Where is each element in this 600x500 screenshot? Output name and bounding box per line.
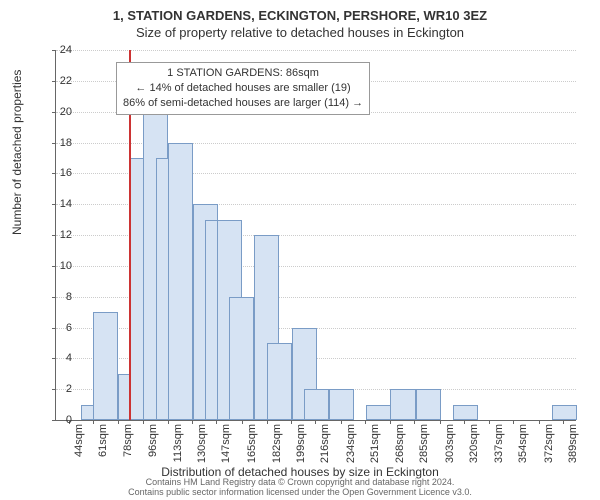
plot-area: 44sqm61sqm78sqm96sqm113sqm130sqm147sqm16… [55,50,576,421]
x-tick-label: 337sqm [493,424,505,463]
annotation-box: 1 STATION GARDENS: 86sqm← 14% of detache… [116,62,370,115]
x-tick-mark [440,420,441,424]
histogram-bar [93,312,118,420]
y-tick-label: 24 [42,44,72,56]
x-tick-mark [513,420,514,424]
y-gridline [56,143,576,144]
y-axis-title: Number of detached properties [10,70,24,235]
x-tick-label: 78sqm [122,424,134,457]
x-tick-label: 182sqm [271,424,283,463]
histogram-bar [416,389,441,420]
histogram-bar [366,405,391,420]
x-tick-label: 389sqm [567,424,579,463]
x-tick-label: 44sqm [73,424,85,457]
y-tick-label: 18 [42,137,72,149]
x-tick-mark [390,420,391,424]
x-tick-mark [563,420,564,424]
histogram-bar [390,389,415,420]
x-tick-mark [216,420,217,424]
footer-attribution: Contains HM Land Registry data © Crown c… [0,478,600,498]
y-tick-label: 8 [42,291,72,303]
x-tick-mark [341,420,342,424]
y-tick-label: 12 [42,229,72,241]
x-tick-label: 372sqm [543,424,555,463]
annotation-line1: 1 STATION GARDENS: 86sqm [123,66,363,81]
y-tick-label: 4 [42,352,72,364]
y-tick-label: 6 [42,322,72,334]
histogram-bar [329,389,354,420]
x-tick-mark [143,420,144,424]
x-tick-label: 303sqm [444,424,456,463]
histogram-bar [168,143,193,421]
x-tick-mark [489,420,490,424]
x-tick-label: 216sqm [319,424,331,463]
x-tick-label: 320sqm [468,424,480,463]
y-tick-label: 16 [42,167,72,179]
histogram-bar [453,405,478,420]
y-gridline [56,50,576,51]
histogram-bar [304,389,329,420]
x-tick-label: 354sqm [517,424,529,463]
x-tick-label: 113sqm [172,424,184,462]
annotation-line2: ← 14% of detached houses are smaller (19… [123,81,363,96]
y-tick-label: 0 [42,414,72,426]
x-tick-mark [93,420,94,424]
x-tick-label: 165sqm [246,424,258,463]
x-tick-mark [291,420,292,424]
x-tick-mark [414,420,415,424]
x-tick-mark [168,420,169,424]
x-tick-label: 251sqm [369,424,381,463]
x-tick-label: 130sqm [196,424,208,463]
x-tick-label: 234sqm [345,424,357,463]
histogram-bar [229,297,254,420]
x-tick-mark [118,420,119,424]
chart-title-subtitle: Size of property relative to detached ho… [0,23,600,40]
x-tick-mark [539,420,540,424]
footer-line2: Contains public sector information licen… [0,488,600,498]
x-tick-label: 285sqm [418,424,430,463]
chart-area: 44sqm61sqm78sqm96sqm113sqm130sqm147sqm16… [55,50,575,420]
x-tick-mark [365,420,366,424]
x-tick-mark [464,420,465,424]
annotation-line3: 86% of semi-detached houses are larger (… [123,96,363,111]
y-tick-label: 22 [42,75,72,87]
histogram-bar [552,405,577,420]
x-tick-mark [242,420,243,424]
chart-title-address: 1, STATION GARDENS, ECKINGTON, PERSHORE,… [0,0,600,23]
y-tick-label: 10 [42,260,72,272]
x-tick-mark [315,420,316,424]
x-tick-label: 61sqm [97,424,109,457]
y-tick-label: 20 [42,106,72,118]
histogram-bar [267,343,292,420]
x-tick-mark [192,420,193,424]
y-tick-label: 2 [42,383,72,395]
x-tick-mark [267,420,268,424]
x-tick-label: 96sqm [147,424,159,457]
x-tick-label: 147sqm [220,424,232,463]
x-tick-label: 268sqm [394,424,406,463]
y-tick-label: 14 [42,198,72,210]
x-tick-label: 199sqm [295,424,307,463]
